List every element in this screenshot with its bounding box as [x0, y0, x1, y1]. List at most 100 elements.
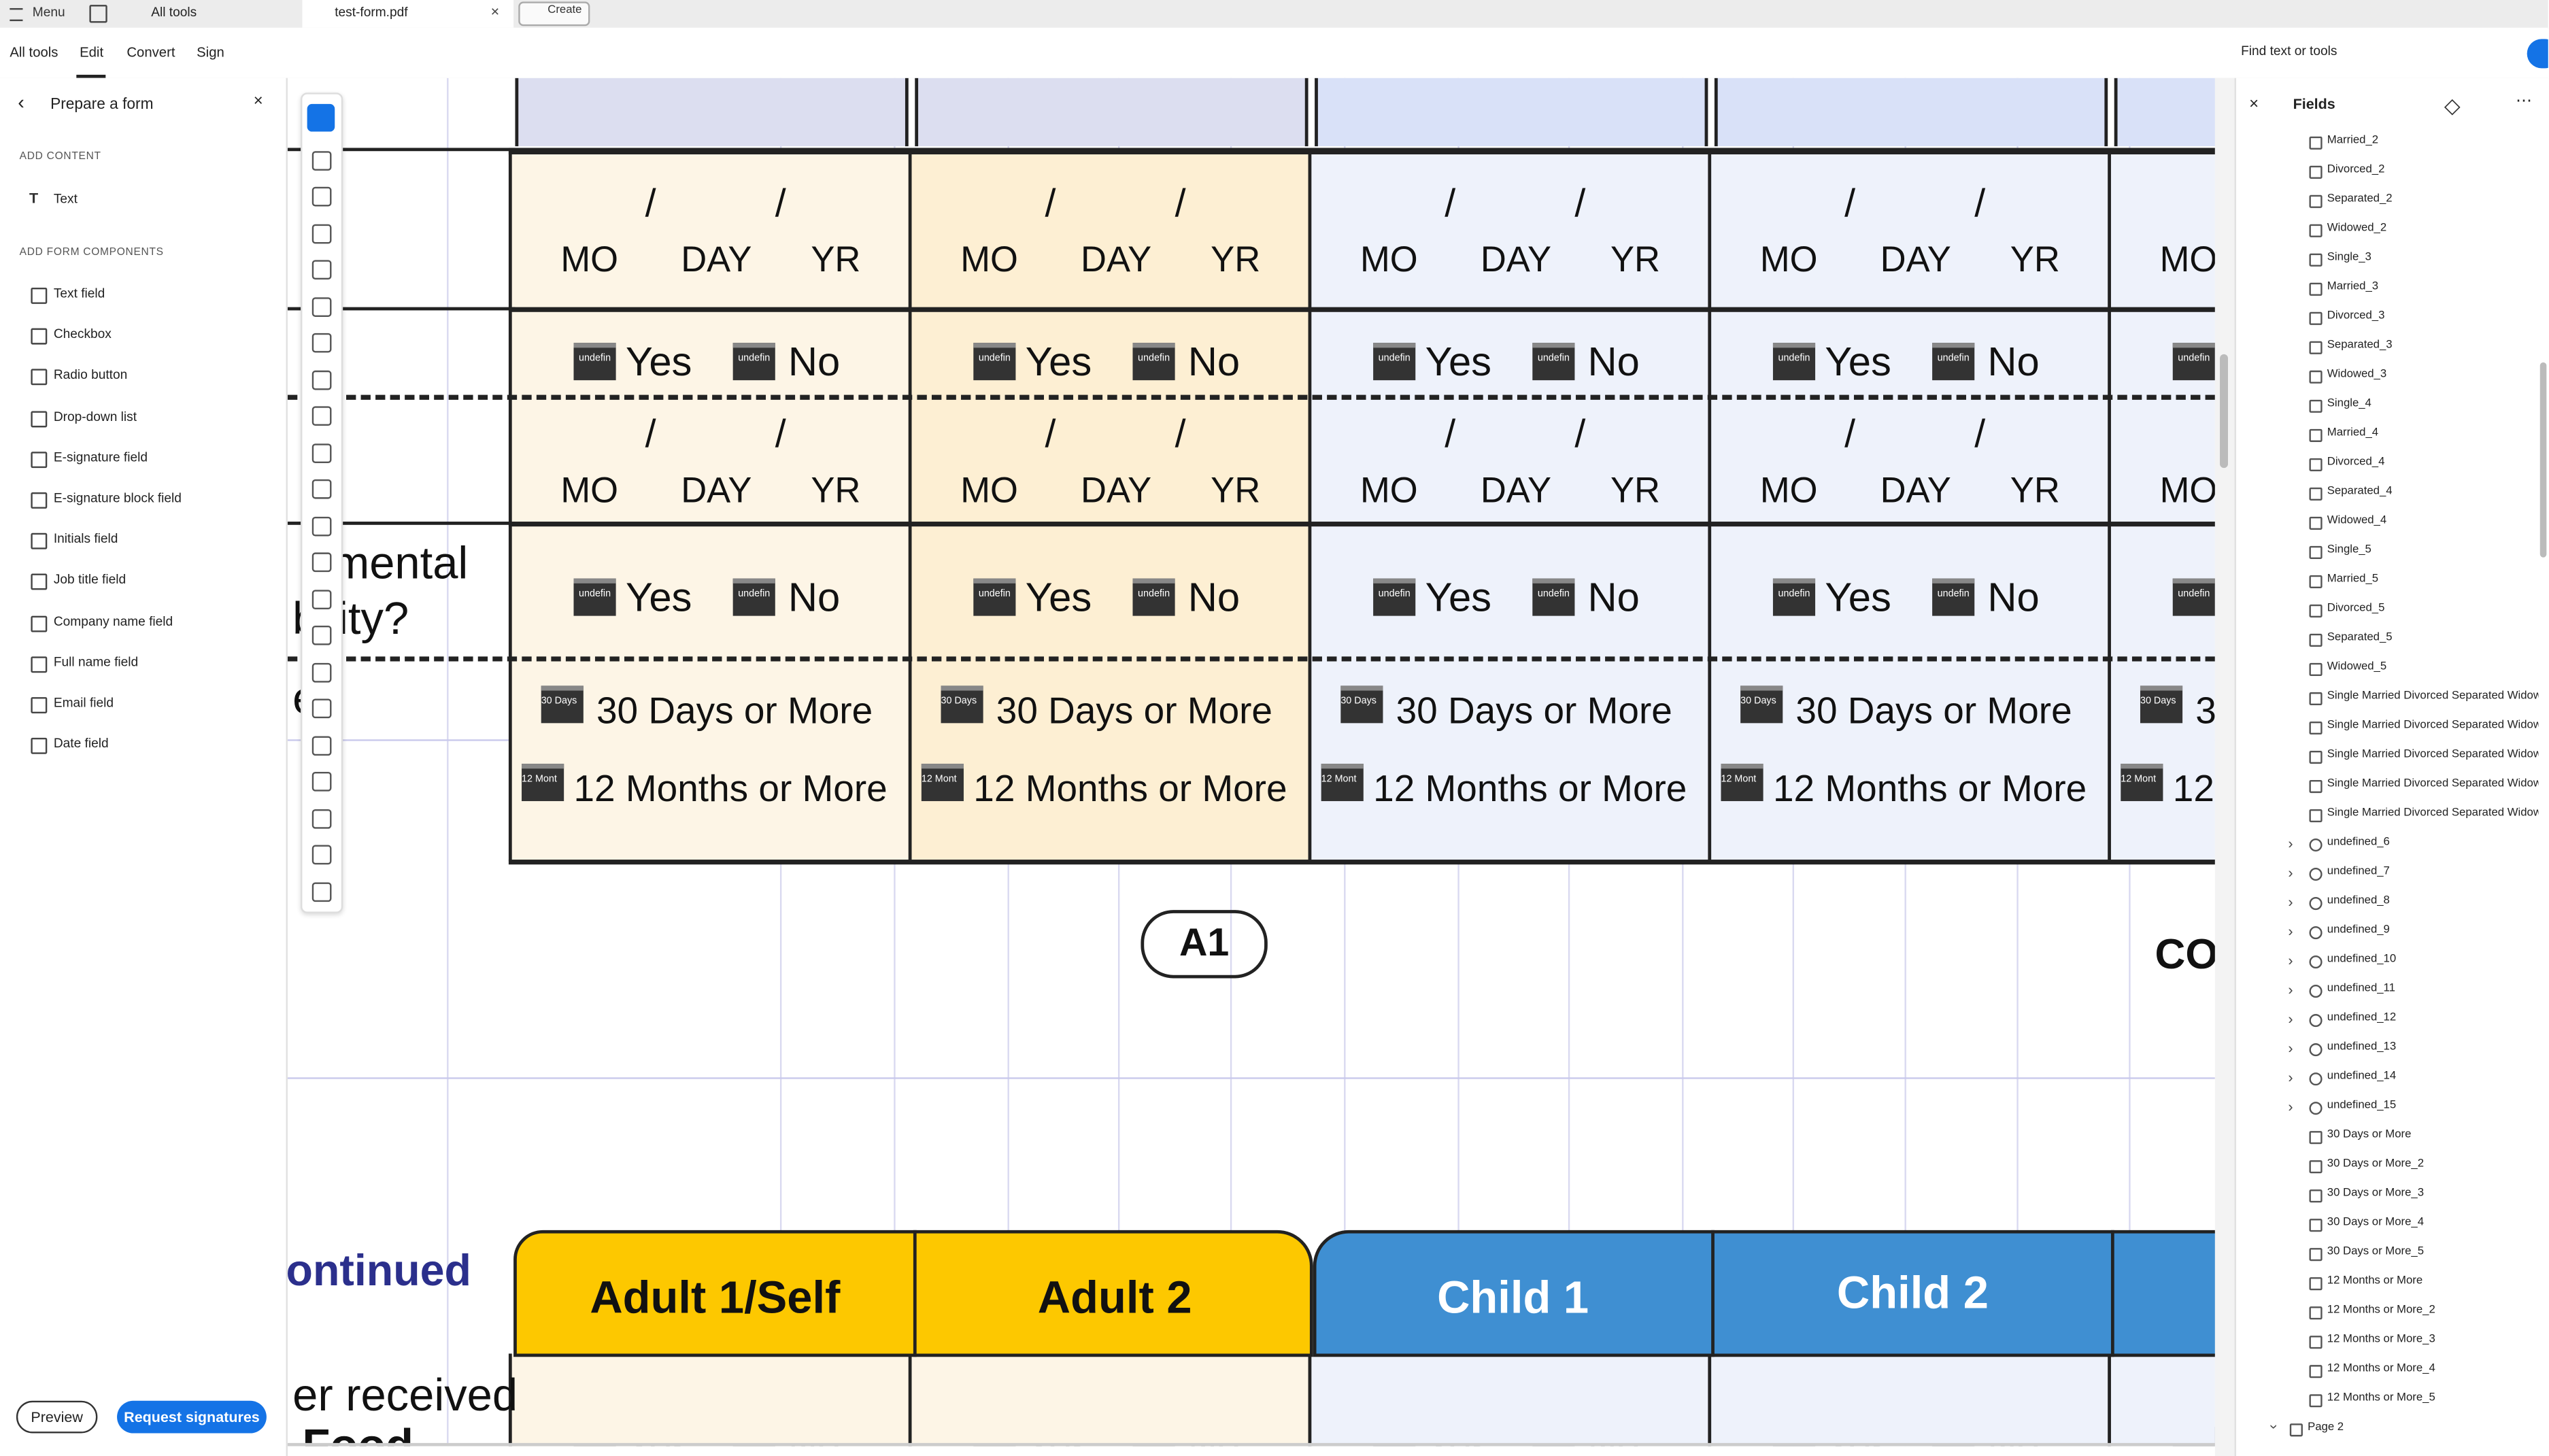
component-icon[interactable] — [31, 533, 48, 550]
checkbox-icon[interactable] — [2309, 428, 2323, 442]
field-widget[interactable]: 12 Mont — [921, 764, 964, 802]
expand-arrow[interactable]: › — [2288, 894, 2293, 911]
tool-icon[interactable] — [311, 552, 332, 573]
component-item[interactable]: E-signature field — [53, 450, 148, 464]
field-item[interactable]: undefined_13 — [2327, 1041, 2397, 1053]
field-item[interactable]: Divorced_3 — [2327, 310, 2385, 322]
field-item[interactable]: Single_4 — [2327, 398, 2371, 410]
field-item[interactable]: undefined_10 — [2327, 953, 2397, 966]
field-item[interactable]: Separated_4 — [2327, 486, 2393, 498]
nav-item[interactable]: Edit — [80, 44, 104, 61]
group-icon[interactable] — [2309, 1043, 2323, 1057]
expand-arrow[interactable]: › — [2288, 1011, 2293, 1028]
checkbox-icon[interactable] — [2309, 575, 2323, 588]
component-item[interactable]: Email field — [53, 695, 114, 711]
checkbox-icon[interactable] — [2309, 1306, 2323, 1320]
component-item[interactable]: E-signature block field — [53, 490, 182, 506]
tool-icon[interactable] — [311, 845, 332, 865]
component-icon[interactable] — [31, 451, 48, 468]
tool-icon[interactable] — [311, 443, 332, 462]
component-icon[interactable] — [31, 410, 48, 427]
scrollbar[interactable] — [2214, 78, 2235, 1456]
filter-icon[interactable] — [2444, 99, 2461, 116]
field-widget[interactable]: 12 Mont — [2121, 764, 2163, 802]
search-box[interactable]: Find text or tools — [2241, 44, 2337, 59]
field-widget[interactable]: 30 Days — [1340, 685, 1383, 724]
field-item[interactable]: 30 Days or More_5 — [2327, 1246, 2425, 1258]
field-widget[interactable]: undefin — [973, 578, 1016, 616]
field-item[interactable]: undefined_7 — [2327, 866, 2390, 878]
field-item[interactable]: 12 Months or More — [2327, 1275, 2423, 1287]
component-item[interactable]: Full name field — [53, 654, 139, 669]
checkbox-icon[interactable] — [2309, 311, 2323, 325]
field-widget[interactable]: undefin — [973, 343, 1016, 381]
checkbox-icon[interactable] — [2309, 1160, 2323, 1174]
request-signatures-button[interactable]: Request signatures — [117, 1400, 267, 1434]
checkbox-icon[interactable] — [2309, 194, 2323, 208]
expand-arrow[interactable]: › — [2288, 1040, 2293, 1057]
field-widget[interactable]: undefin — [573, 578, 616, 616]
checkbox-icon[interactable] — [2309, 136, 2323, 150]
field-widget[interactable]: 12 Mont — [522, 764, 564, 802]
expand-arrow[interactable]: › — [2288, 952, 2293, 969]
field-item[interactable]: Widowed_4 — [2327, 515, 2387, 527]
field-item[interactable]: 12 Months or More_3 — [2327, 1334, 2435, 1346]
expand-arrow[interactable]: › — [2288, 923, 2293, 940]
field-widget[interactable]: undefin — [1772, 343, 1816, 381]
field-item[interactable]: Widowed_3 — [2327, 369, 2387, 381]
group-icon[interactable] — [2309, 1072, 2323, 1086]
tool-icon[interactable] — [311, 698, 332, 719]
tool-icon[interactable] — [311, 808, 332, 828]
field-item[interactable]: undefined_9 — [2327, 924, 2390, 936]
field-item[interactable]: Single Married Divorced Separated Widowe… — [2327, 778, 2539, 790]
preview-button[interactable]: Preview — [16, 1400, 98, 1434]
field-item[interactable]: Separated_2 — [2327, 193, 2393, 205]
component-item[interactable]: Initials field — [53, 531, 118, 547]
group-icon[interactable] — [2309, 955, 2323, 969]
field-widget[interactable]: undefin — [1932, 578, 1975, 616]
list-icon[interactable] — [2309, 779, 2323, 794]
home-icon[interactable] — [89, 5, 107, 23]
field-item[interactable]: Married_4 — [2327, 427, 2379, 439]
field-widget[interactable]: undefin — [1772, 578, 1816, 616]
back-arrow[interactable]: ‹ — [18, 90, 24, 114]
tool-icon[interactable] — [311, 223, 332, 243]
close-panel[interactable]: × — [2249, 95, 2259, 114]
expand-arrow[interactable]: › — [2288, 1069, 2293, 1086]
create-label[interactable]: Create — [547, 5, 582, 16]
field-item[interactable]: Widowed_2 — [2327, 222, 2387, 235]
field-widget[interactable]: undefin — [1373, 578, 1416, 616]
expand-arrow[interactable]: › — [2288, 864, 2293, 881]
expand-arrow[interactable]: › — [2288, 1098, 2293, 1115]
menu-icon[interactable] — [10, 7, 23, 22]
field-item[interactable]: undefined_11 — [2327, 983, 2395, 995]
field-item[interactable]: Divorced_4 — [2327, 456, 2385, 469]
field-widget[interactable]: undefin — [732, 578, 775, 616]
checkbox-icon[interactable] — [2309, 1336, 2323, 1349]
component-icon[interactable] — [31, 369, 48, 386]
tool-icon[interactable] — [311, 881, 332, 901]
component-icon[interactable] — [31, 738, 48, 755]
tool-icon[interactable] — [311, 515, 332, 536]
field-item[interactable]: 12 Months or More_2 — [2327, 1304, 2435, 1317]
all-tools-tab[interactable]: All tools — [151, 5, 197, 20]
expand-arrow[interactable]: › — [2288, 981, 2293, 998]
field-item[interactable]: 12 Months or More_4 — [2327, 1363, 2435, 1375]
checkbox-icon[interactable] — [2309, 516, 2323, 530]
checkbox-icon[interactable] — [2309, 633, 2323, 647]
field-item[interactable]: undefined_14 — [2327, 1070, 2397, 1083]
component-icon[interactable] — [31, 328, 48, 345]
field-widget[interactable]: 30 Days — [1740, 685, 1783, 724]
checkbox-icon[interactable] — [2309, 1277, 2323, 1291]
field-item[interactable]: undefined_15 — [2327, 1100, 2397, 1112]
group-icon[interactable] — [2309, 838, 2323, 852]
nav-item[interactable]: All tools — [10, 44, 58, 61]
component-icon[interactable] — [31, 287, 48, 304]
tool-icon[interactable] — [311, 297, 332, 316]
tool-icon[interactable] — [311, 333, 332, 353]
field-item[interactable]: Married_3 — [2327, 281, 2379, 293]
tool-icon[interactable] — [311, 625, 332, 645]
field-widget[interactable]: undefin — [1132, 578, 1175, 616]
checkbox-icon[interactable] — [2309, 1131, 2323, 1145]
menu-button[interactable]: Menu — [32, 5, 65, 20]
